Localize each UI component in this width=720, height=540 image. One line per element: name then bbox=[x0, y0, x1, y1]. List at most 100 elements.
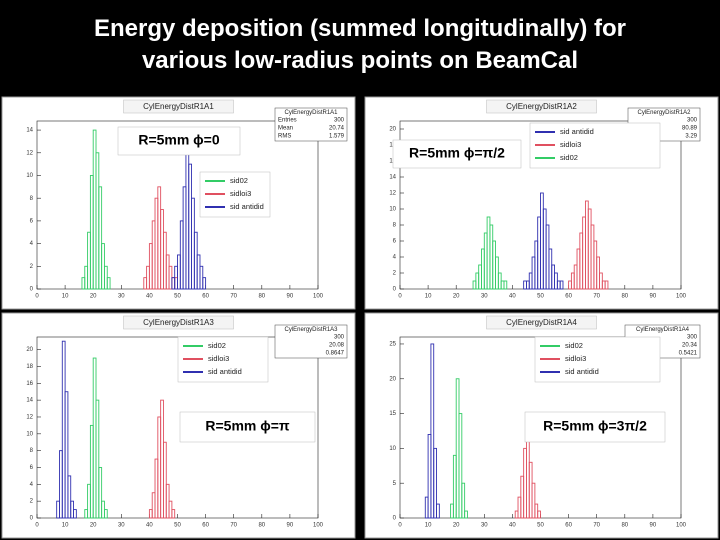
panel-title-box bbox=[123, 99, 234, 114]
histogram-bin bbox=[171, 509, 176, 519]
y-tick-label: 6 bbox=[30, 218, 34, 224]
stats-value: 20.74 bbox=[329, 126, 345, 132]
x-tick-label: 60 bbox=[565, 523, 572, 529]
annotation-box bbox=[179, 411, 316, 443]
x-tick-label: 50 bbox=[174, 294, 181, 300]
x-tick-label: 70 bbox=[593, 523, 600, 529]
y-tick-label: 12 bbox=[389, 191, 396, 197]
legend-label: sidloi3 bbox=[208, 354, 229, 363]
x-tick-label: 40 bbox=[146, 294, 153, 300]
y-tick-label: 10 bbox=[389, 207, 396, 213]
x-tick-label: 40 bbox=[509, 294, 516, 300]
annotation-box bbox=[524, 411, 666, 443]
x-tick-label: 90 bbox=[650, 294, 657, 300]
y-tick-label: 8 bbox=[30, 448, 34, 454]
y-tick-label: 12 bbox=[26, 150, 33, 156]
y-tick-label: 6 bbox=[30, 465, 34, 471]
y-tick-label: 5 bbox=[393, 481, 397, 487]
x-tick-label: 50 bbox=[537, 523, 544, 529]
x-tick-label: 50 bbox=[174, 523, 181, 529]
x-tick-label: 60 bbox=[565, 294, 572, 300]
histogram-bin bbox=[537, 510, 541, 519]
histogram-bin bbox=[64, 391, 69, 519]
stats-title: CylEnergyDistR1A4 bbox=[636, 327, 690, 333]
y-tick-label: 0 bbox=[30, 287, 34, 293]
x-tick-label: 30 bbox=[118, 523, 125, 529]
histogram-bin bbox=[106, 277, 111, 290]
y-tick-label: 25 bbox=[389, 342, 396, 348]
x-tick-label: 30 bbox=[118, 294, 125, 300]
stats-box bbox=[274, 324, 348, 359]
x-tick-label: 80 bbox=[258, 294, 265, 300]
x-tick-label: 100 bbox=[676, 523, 687, 529]
histogram-bin bbox=[604, 280, 609, 290]
histogram-bin bbox=[103, 509, 108, 519]
histogram-bin bbox=[458, 413, 463, 519]
x-tick-label: 60 bbox=[202, 523, 209, 529]
y-tick-label: 0 bbox=[393, 516, 397, 522]
y-tick-label: 20 bbox=[26, 347, 33, 353]
legend-label: sid02 bbox=[208, 341, 226, 350]
x-tick-label: 10 bbox=[425, 294, 432, 300]
x-tick-label: 90 bbox=[287, 523, 294, 529]
histogram-bin bbox=[430, 343, 435, 519]
y-tick-label: 14 bbox=[389, 175, 396, 181]
x-tick-label: 40 bbox=[146, 523, 153, 529]
annotation: R=5mm ϕ=π/2 bbox=[409, 145, 505, 161]
x-tick-label: 80 bbox=[621, 523, 628, 529]
x-tick-label: 10 bbox=[62, 523, 69, 529]
y-tick-label: 8 bbox=[393, 223, 397, 229]
x-tick-label: 100 bbox=[313, 523, 324, 529]
x-tick-label: 10 bbox=[62, 294, 69, 300]
stats-value: 20.34 bbox=[682, 343, 698, 349]
x-tick-label: 100 bbox=[676, 294, 687, 300]
x-tick-label: 40 bbox=[509, 523, 516, 529]
stats-label: RMS bbox=[278, 134, 291, 140]
legend-label: sidloi3 bbox=[560, 140, 581, 149]
stats-title: CylEnergyDistR1A3 bbox=[284, 327, 338, 333]
x-tick-label: 30 bbox=[481, 523, 488, 529]
panel-title-box bbox=[123, 315, 234, 330]
x-tick-label: 0 bbox=[398, 523, 402, 529]
panel-title: CylEnergyDistR1A4 bbox=[506, 318, 577, 327]
stats-value: 0.5421 bbox=[679, 351, 698, 357]
legend-label: sid antidid bbox=[560, 127, 594, 136]
y-tick-label: 10 bbox=[389, 446, 396, 452]
legend-label: sid antidid bbox=[565, 367, 599, 376]
annotation-box bbox=[117, 126, 241, 156]
stats-value: 300 bbox=[687, 335, 698, 341]
histogram-bin bbox=[464, 510, 468, 519]
stats-title: CylEnergyDistR1A1 bbox=[284, 110, 338, 116]
stats-value: 1.579 bbox=[329, 134, 345, 140]
histogram-bin bbox=[98, 467, 103, 519]
y-tick-label: 12 bbox=[26, 415, 33, 421]
stats-value: 300 bbox=[334, 335, 345, 341]
legend-label: sid02 bbox=[565, 341, 583, 350]
y-tick-label: 16 bbox=[26, 381, 33, 387]
panel-title: CylEnergyDistR1A1 bbox=[143, 102, 214, 111]
histogram-bin bbox=[95, 399, 100, 519]
y-tick-label: 20 bbox=[389, 127, 396, 133]
y-tick-label: 10 bbox=[26, 431, 33, 437]
x-tick-label: 60 bbox=[202, 294, 209, 300]
y-tick-label: 0 bbox=[393, 287, 397, 293]
x-tick-label: 0 bbox=[398, 294, 402, 300]
y-tick-label: 4 bbox=[30, 482, 34, 488]
stats-value: 20.08 bbox=[329, 343, 345, 349]
legend-label: sid antidid bbox=[208, 367, 242, 376]
x-tick-label: 30 bbox=[481, 294, 488, 300]
y-tick-label: 14 bbox=[26, 128, 33, 134]
histogram-bin bbox=[162, 441, 167, 519]
x-tick-label: 70 bbox=[593, 294, 600, 300]
y-tick-label: 2 bbox=[30, 499, 34, 505]
stats-value: 80.89 bbox=[682, 126, 698, 132]
y-tick-label: 8 bbox=[30, 196, 34, 202]
stats-box bbox=[274, 107, 348, 142]
x-tick-label: 10 bbox=[425, 523, 432, 529]
stats-label: Entries bbox=[278, 118, 297, 124]
histogram-bin bbox=[461, 482, 466, 519]
legend-label: sidloi3 bbox=[230, 189, 251, 198]
x-tick-label: 20 bbox=[453, 523, 460, 529]
y-tick-label: 15 bbox=[389, 411, 396, 417]
